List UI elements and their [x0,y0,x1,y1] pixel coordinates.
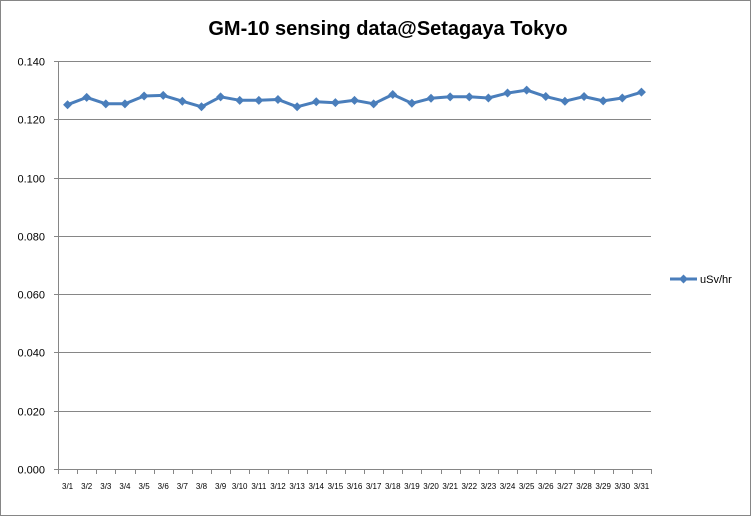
data-point [177,96,187,106]
data-point [560,96,570,106]
x-tick-label: 3/11 [251,482,267,491]
legend-marker [679,274,688,284]
data-point [311,97,321,107]
x-tick-label: 3/31 [634,482,650,491]
x-tick-label: 3/12 [270,482,286,491]
data-point [407,98,417,108]
data-point [216,92,226,102]
data-point [330,98,340,108]
legend: uSv/hr [670,274,732,286]
data-point [158,90,168,100]
x-tick-label: 3/2 [81,482,93,491]
x-tick-label: 3/23 [481,482,497,491]
data-point [598,96,608,106]
x-tick-label: 3/16 [347,482,363,491]
axis-layer: 0.000 0.020 0.040 0.060 0.080 0.100 0.120 0.140… [17,57,652,491]
x-tick-label: 3/19 [404,482,420,491]
y-tick-label: 0.140 [17,57,45,69]
data-point [522,85,532,95]
x-tick-label: 3/26 [538,482,554,491]
y-tick-label: 0.100 [17,174,45,186]
data-point [139,91,149,101]
series-layer [63,85,646,112]
x-tick-label: 3/30 [615,482,631,491]
grid-layer [58,61,651,412]
data-point [388,90,398,100]
data-point [350,95,359,105]
data-point [235,95,245,105]
x-tick-label: 3/9 [215,482,227,491]
data-point [273,94,283,104]
data-point [63,100,73,110]
data-point [196,102,206,112]
data-point [120,99,130,109]
data-point [426,93,436,103]
x-tick-label: 3/22 [461,482,477,491]
x-tick-label: 3/7 [177,482,189,491]
x-tick-label: 3/24 [500,482,516,491]
x-tick-label: 3/27 [557,482,573,491]
y-tick-label: 0.040 [17,348,45,360]
x-tick-label: 3/3 [100,482,112,491]
y-tick-label: 0.060 [17,290,45,302]
y-tick-label: 0.080 [17,232,45,244]
data-point [617,93,627,103]
y-tick-label: 0.020 [17,407,45,419]
x-tick-label: 3/13 [289,482,305,491]
x-tick-label: 3/29 [595,482,611,491]
x-tick-label: 3/14 [308,482,324,491]
x-tick-label: 3/20 [423,482,439,491]
y-tick-label: 0.120 [17,115,45,127]
data-point [483,93,493,103]
x-tick-label: 3/21 [442,482,458,491]
x-tick-label: 3/1 [62,482,74,491]
x-tick-label: 3/8 [196,482,208,491]
data-point [503,88,513,98]
x-tick-label: 3/28 [576,482,592,491]
data-point [254,95,264,105]
data-point [292,102,302,112]
x-tick-label: 3/17 [366,482,382,491]
x-tick-label: 3/6 [158,482,170,491]
data-point [82,92,92,102]
x-tick-label: 3/18 [385,482,401,491]
x-tick-label: 3/25 [519,482,535,491]
x-tick-label: 3/10 [232,482,248,491]
data-point [636,87,646,97]
data-point [464,92,474,102]
data-point [541,92,551,102]
data-point [445,92,455,102]
chart-title: GM-10 sensing data@Setagaya Tokyo [208,18,568,40]
data-point [101,99,111,109]
y-tick-label: 0.000 [17,465,45,477]
x-tick-label: 3/5 [139,482,151,491]
data-point [369,99,379,109]
legend-label: uSv/hr [700,274,732,286]
data-point [579,92,589,102]
x-tick-label: 3/4 [119,482,131,491]
x-tick-label: 3/15 [328,482,344,491]
